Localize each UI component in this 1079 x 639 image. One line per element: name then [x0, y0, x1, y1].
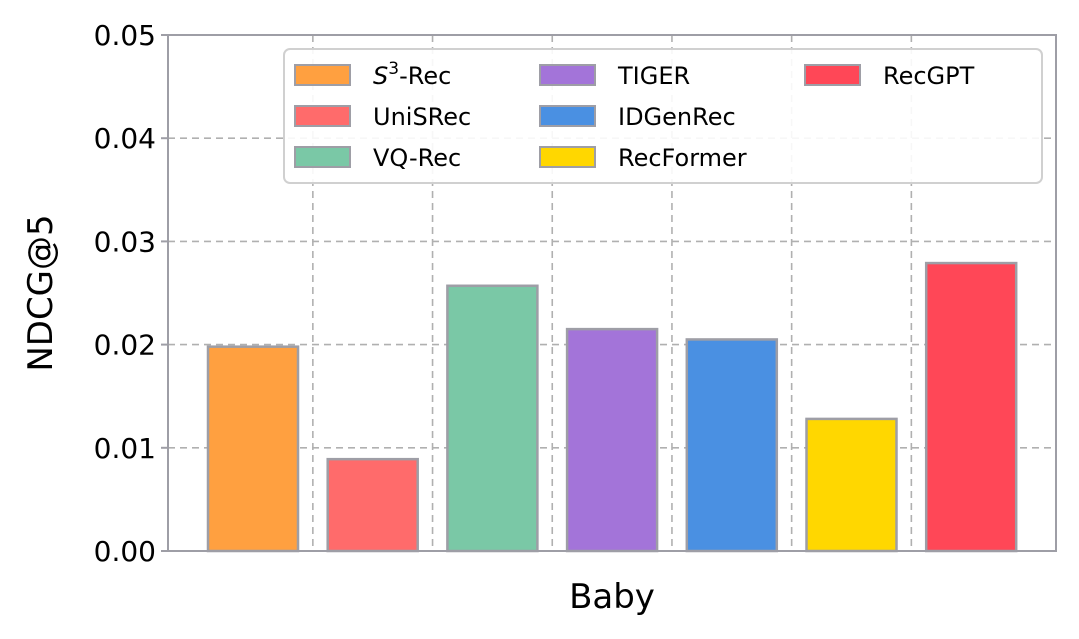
legend-swatch [804, 64, 861, 86]
bar-s-rec [206, 345, 300, 553]
bar-unisrec [326, 457, 419, 553]
bar-vq-rec [446, 284, 539, 553]
y-tick-label: 0.00 [94, 535, 156, 568]
legend-label: S3-Rec [373, 59, 451, 90]
y-tick-label: 0.02 [94, 329, 156, 362]
bar-idgenrec [685, 338, 779, 553]
legend-label: IDGenRec [618, 103, 736, 131]
legend-label: UniSRec [373, 103, 471, 131]
legend-swatch [294, 64, 351, 86]
legend-label: TIGER [617, 62, 690, 90]
legend-label: RecFormer [618, 144, 747, 172]
legend-swatch [539, 105, 596, 127]
legend-swatch [539, 64, 596, 86]
y-tick-label: 0.01 [94, 432, 156, 465]
y-tick-label: 0.03 [94, 225, 156, 258]
x-axis-label: Baby [569, 577, 655, 617]
legend-swatch [294, 105, 351, 127]
plot-frame [167, 34, 1057, 552]
legend-label: RecGPT [883, 62, 975, 90]
legend-swatch [539, 146, 596, 168]
y-axis-label: NDCG@5 [21, 214, 61, 371]
bar-recformer [805, 417, 898, 553]
legend-label: VQ-Rec [373, 144, 461, 172]
bars [206, 261, 1018, 553]
y-axis-ticks: 0.00 0.01 0.02 0.03 0.04 0.05 [94, 19, 168, 568]
bar-tiger [565, 327, 659, 553]
legend: S3-Rec UniSRec VQ-Rec TIGER IDGenRec RecForme… [283, 48, 1043, 184]
y-tick-label: 0.04 [94, 122, 156, 155]
y-tick-label: 0.05 [94, 19, 156, 52]
bar-recgpt [924, 261, 1018, 553]
legend-swatch [294, 146, 351, 168]
